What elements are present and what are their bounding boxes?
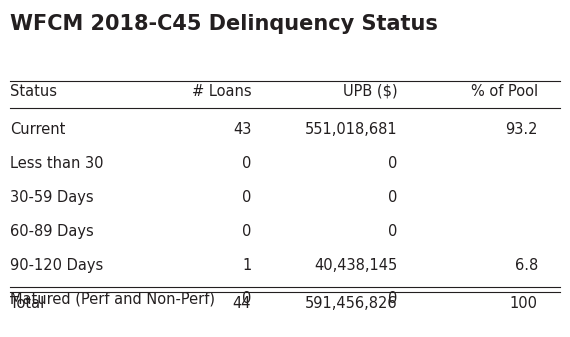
Text: # Loans: # Loans: [192, 84, 251, 99]
Text: % of Pool: % of Pool: [471, 84, 538, 99]
Text: Total: Total: [10, 296, 44, 311]
Text: 591,456,826: 591,456,826: [305, 296, 397, 311]
Text: Current: Current: [10, 122, 65, 137]
Text: 0: 0: [242, 292, 251, 306]
Text: WFCM 2018-C45 Delinquency Status: WFCM 2018-C45 Delinquency Status: [10, 14, 438, 34]
Text: 0: 0: [388, 224, 397, 239]
Text: 44: 44: [233, 296, 251, 311]
Text: 93.2: 93.2: [505, 122, 538, 137]
Text: 0: 0: [388, 190, 397, 205]
Text: Matured (Perf and Non-Perf): Matured (Perf and Non-Perf): [10, 292, 215, 306]
Text: 0: 0: [242, 224, 251, 239]
Text: 90-120 Days: 90-120 Days: [10, 257, 103, 273]
Text: 0: 0: [242, 190, 251, 205]
Text: 43: 43: [233, 122, 251, 137]
Text: UPB ($): UPB ($): [343, 84, 397, 99]
Text: 60-89 Days: 60-89 Days: [10, 224, 93, 239]
Text: 100: 100: [510, 296, 538, 311]
Text: 30-59 Days: 30-59 Days: [10, 190, 93, 205]
Text: 0: 0: [242, 156, 251, 171]
Text: 551,018,681: 551,018,681: [305, 122, 397, 137]
Text: Status: Status: [10, 84, 57, 99]
Text: 40,438,145: 40,438,145: [314, 257, 397, 273]
Text: 6.8: 6.8: [515, 257, 538, 273]
Text: Less than 30: Less than 30: [10, 156, 103, 171]
Text: 0: 0: [388, 156, 397, 171]
Text: 0: 0: [388, 292, 397, 306]
Text: 1: 1: [242, 257, 251, 273]
